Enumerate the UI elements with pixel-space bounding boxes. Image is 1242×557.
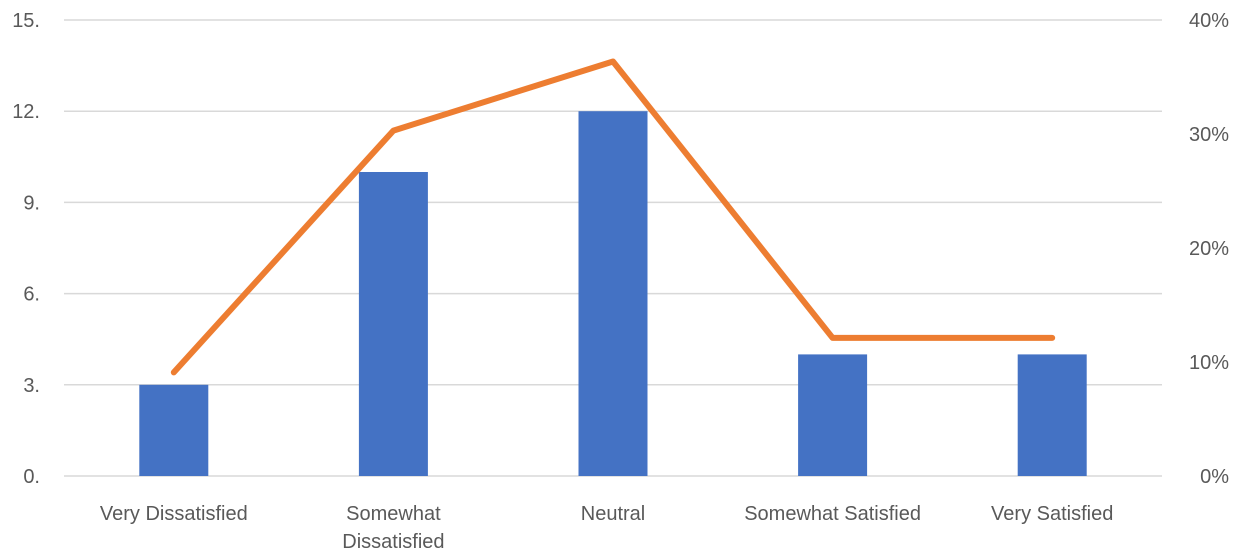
right-tick-label: 10% bbox=[1189, 352, 1229, 374]
bar-series bbox=[139, 111, 1087, 476]
left-tick-label: 6. bbox=[23, 284, 40, 306]
category-labels: Very Dissatisfied Somewhat Dissatisfied Neu… bbox=[100, 503, 1113, 553]
bar bbox=[139, 384, 209, 476]
category-label: Somewhat Satisfied bbox=[744, 503, 921, 525]
bar bbox=[358, 172, 428, 476]
line-path bbox=[170, 58, 1056, 376]
bar bbox=[798, 354, 868, 476]
left-tick-label: 15. bbox=[12, 10, 40, 32]
left-tick-label: 0. bbox=[23, 466, 40, 488]
category-label: Somewhat Dissatisfied bbox=[342, 503, 444, 553]
bar bbox=[1017, 354, 1087, 476]
right-tick-label: 40% bbox=[1189, 10, 1229, 32]
category-label: Very Satisfied bbox=[991, 503, 1113, 525]
category-label: Very Dissatisfied bbox=[100, 503, 248, 525]
bar bbox=[578, 111, 648, 476]
right-axis-tick-labels: 0% 10% 20% 30% 40% bbox=[1189, 10, 1229, 488]
left-tick-label: 3. bbox=[23, 375, 40, 397]
left-tick-label: 12. bbox=[12, 101, 40, 123]
left-tick-label: 9. bbox=[23, 192, 40, 214]
right-tick-label: 30% bbox=[1189, 124, 1229, 146]
right-tick-label: 0% bbox=[1200, 466, 1229, 488]
right-tick-label: 20% bbox=[1189, 238, 1229, 260]
left-axis-tick-labels: 0. 3. 6. 9. 12. 15. bbox=[12, 10, 40, 488]
line-series bbox=[170, 58, 1056, 376]
category-label: Neutral bbox=[581, 503, 645, 525]
